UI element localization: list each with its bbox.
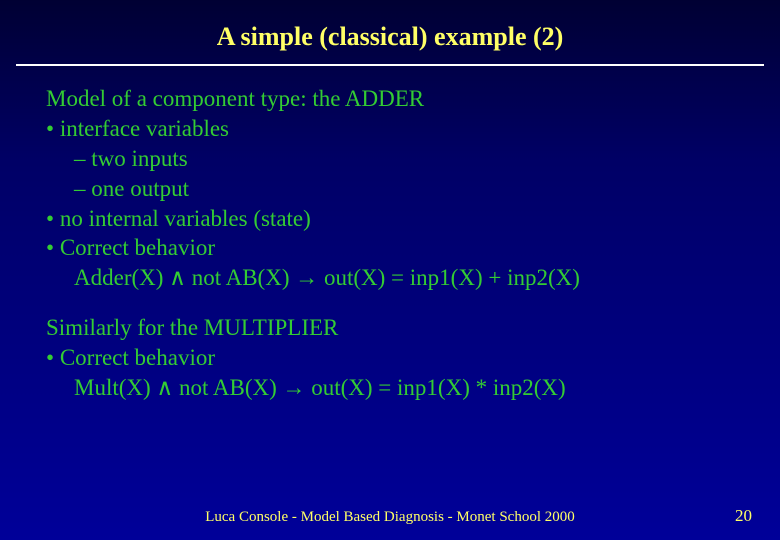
body-subbullet: one output (74, 174, 734, 204)
body-subbullet: two inputs (74, 144, 734, 174)
body-formula: Adder(X) ∧ not AB(X) → out(X) = inp1(X) … (74, 263, 734, 293)
body-text: two inputs (91, 146, 187, 171)
page-number: 20 (735, 506, 752, 526)
body-line: Model of a component type: the ADDER (46, 84, 734, 114)
body-text: Correct behavior (60, 345, 215, 370)
slide: A simple (classical) example (2) Model o… (0, 0, 780, 540)
body-bullet: no internal variables (state) (46, 204, 734, 234)
slide-body: Model of a component type: the ADDER int… (0, 66, 780, 403)
body-line: Similarly for the MULTIPLIER (46, 313, 734, 343)
body-text: Correct behavior (60, 235, 215, 260)
body-bullet: Correct behavior (46, 233, 734, 263)
body-formula: Mult(X) ∧ not AB(X) → out(X) = inp1(X) *… (74, 373, 734, 403)
body-bullet: interface variables (46, 114, 734, 144)
body-bullet: Correct behavior (46, 343, 734, 373)
slide-title: A simple (classical) example (2) (0, 0, 780, 60)
body-text: interface variables (60, 116, 229, 141)
body-text: no internal variables (state) (60, 206, 311, 231)
footer-text: Luca Console - Model Based Diagnosis - M… (0, 509, 780, 526)
spacer (46, 293, 734, 313)
body-text: one output (91, 176, 189, 201)
